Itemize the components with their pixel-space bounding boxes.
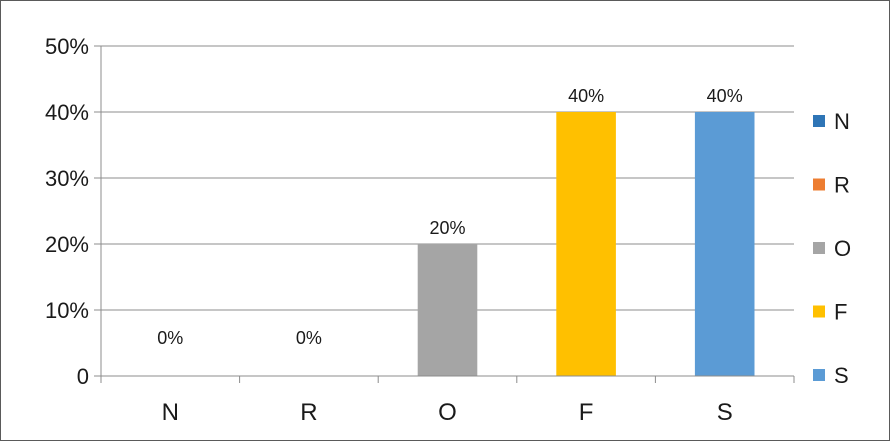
y-tick-label: 20% — [45, 232, 89, 257]
data-label: 20% — [429, 218, 465, 238]
legend-label: N — [834, 109, 850, 134]
data-label: 0% — [296, 328, 322, 348]
legend-label: S — [834, 363, 849, 388]
x-tick-label: N — [162, 399, 179, 426]
data-label: 40% — [707, 86, 743, 106]
x-tick-label: R — [300, 399, 317, 426]
bar-f — [556, 112, 616, 376]
legend: N R O F S — [813, 109, 851, 388]
bar-o — [417, 244, 478, 376]
legend-label: R — [834, 173, 850, 198]
y-tick-label: 30% — [45, 166, 89, 191]
x-tick-label: O — [438, 399, 457, 426]
y-tick-label: 0 — [77, 364, 89, 389]
data-label: 40% — [568, 86, 604, 106]
bar-s — [694, 112, 755, 376]
legend-swatch — [813, 305, 825, 318]
labels: 0 10% 20% 30% 40% 50% 0% N 0% R 20% O 40% F 40% S — [45, 34, 743, 426]
legend-swatch — [813, 178, 825, 191]
legend-swatch — [813, 242, 825, 254]
y-tick-label: 40% — [45, 100, 89, 125]
x-tick-label: S — [717, 399, 733, 426]
legend-label: F — [834, 300, 847, 325]
y-tick-label: 50% — [45, 34, 89, 59]
axes — [94, 45, 795, 383]
data-label: 0% — [157, 328, 183, 348]
legend-swatch — [813, 369, 825, 381]
legend-label: O — [834, 236, 851, 261]
x-tick-label: F — [579, 399, 594, 426]
legend-swatch — [813, 115, 825, 127]
y-tick-label: 10% — [45, 298, 89, 323]
gridlines — [101, 45, 794, 311]
bars — [417, 112, 755, 376]
